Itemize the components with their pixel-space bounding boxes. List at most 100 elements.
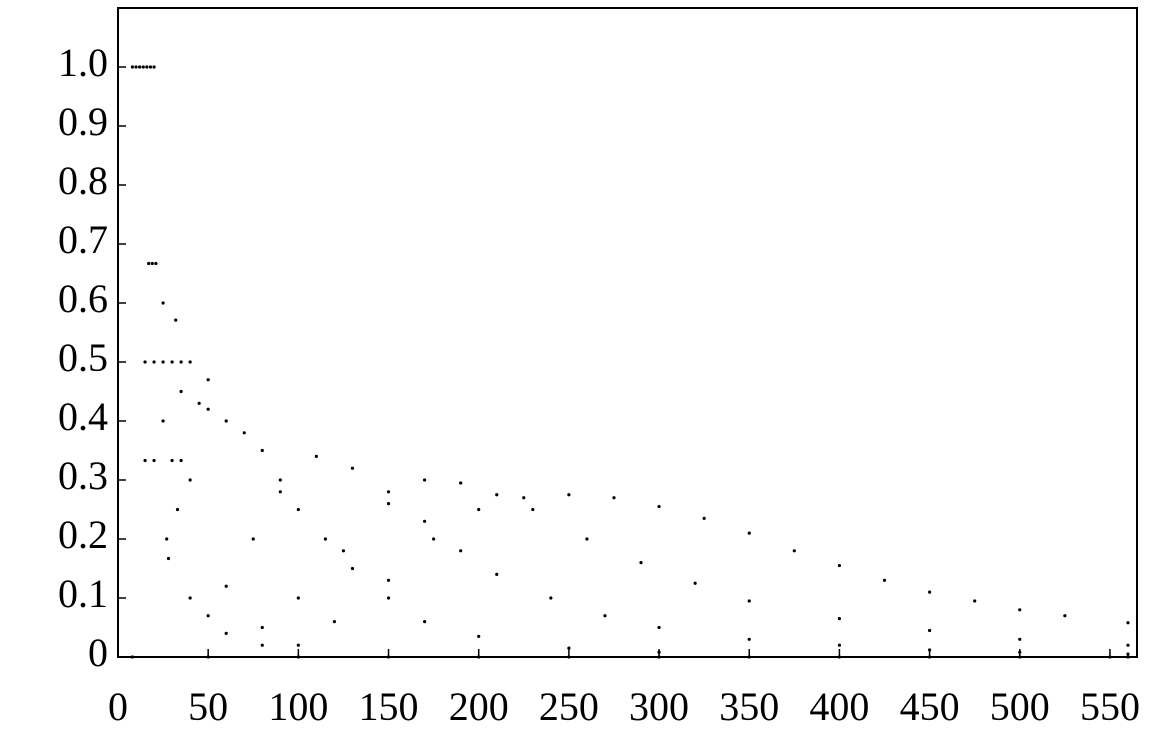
point	[747, 637, 751, 641]
y-tick-label: 0.5	[58, 335, 108, 380]
x-tick-label: 450	[900, 684, 960, 729]
point	[206, 655, 210, 659]
point	[206, 378, 210, 382]
point	[138, 65, 142, 69]
y-tick-label: 0.1	[58, 571, 108, 616]
point	[296, 596, 300, 600]
point	[251, 537, 255, 541]
point	[423, 620, 427, 624]
point	[423, 478, 427, 482]
point	[134, 65, 138, 69]
point	[459, 481, 463, 485]
point	[477, 507, 481, 512]
point	[657, 650, 661, 654]
point	[161, 419, 165, 423]
x-tick-label: 350	[719, 684, 779, 729]
point	[314, 454, 318, 458]
point	[477, 634, 481, 638]
point	[166, 556, 171, 561]
point	[150, 261, 154, 266]
x-tick-label: 150	[359, 684, 419, 729]
x-tick-label: 50	[188, 684, 228, 729]
point	[145, 65, 149, 69]
point	[495, 493, 499, 497]
point	[161, 301, 165, 305]
point	[148, 65, 153, 69]
point	[278, 490, 282, 494]
point	[260, 448, 264, 453]
point	[350, 566, 355, 571]
point	[837, 655, 842, 659]
point	[141, 65, 145, 69]
point	[1108, 655, 1112, 659]
plot-frame	[117, 7, 1138, 658]
point	[927, 628, 932, 633]
point	[188, 596, 192, 600]
point	[170, 458, 174, 463]
point	[612, 496, 616, 500]
x-tick-label: 400	[809, 684, 869, 729]
y-tick-label: 0.9	[58, 99, 108, 144]
point	[1126, 652, 1130, 656]
point	[747, 655, 751, 659]
point	[837, 563, 842, 568]
point	[693, 581, 697, 585]
point	[747, 599, 751, 603]
point	[1126, 621, 1130, 625]
point	[147, 261, 151, 266]
point	[882, 578, 887, 582]
point	[206, 614, 210, 618]
point	[260, 625, 264, 630]
point	[386, 596, 391, 600]
point	[1018, 637, 1022, 641]
point	[1126, 643, 1130, 647]
point	[154, 261, 158, 266]
point	[1018, 655, 1022, 659]
point	[296, 655, 300, 659]
point	[702, 516, 706, 520]
point	[386, 578, 391, 582]
point	[792, 549, 796, 553]
y-tick-label: 0.4	[58, 394, 108, 439]
y-tick-label: 0	[88, 630, 108, 675]
point	[175, 507, 180, 512]
x-tick-label: 300	[629, 684, 689, 729]
point	[1126, 655, 1130, 659]
point	[143, 360, 147, 364]
point	[927, 655, 932, 659]
point	[174, 318, 178, 322]
point	[179, 389, 183, 394]
point	[224, 419, 228, 423]
x-tick-label: 0	[108, 684, 128, 729]
point	[179, 360, 183, 364]
point	[657, 655, 661, 659]
point	[386, 655, 391, 659]
point	[152, 458, 156, 463]
point	[332, 620, 337, 624]
point	[657, 504, 661, 509]
point	[549, 596, 553, 600]
point	[585, 537, 589, 541]
y-tick-label: 0.3	[58, 453, 108, 498]
point	[567, 646, 571, 650]
point	[143, 458, 147, 463]
point	[639, 561, 643, 565]
point	[973, 599, 977, 603]
point	[296, 643, 300, 647]
point	[224, 631, 228, 636]
y-tick-label: 0.7	[58, 217, 108, 262]
point	[386, 502, 391, 506]
point	[927, 648, 932, 652]
point	[1018, 608, 1022, 612]
y-tick-label: 0.6	[58, 276, 108, 321]
point	[260, 643, 264, 647]
point	[161, 360, 165, 364]
point	[837, 643, 842, 647]
point	[477, 655, 481, 659]
point	[130, 65, 135, 69]
point	[170, 360, 174, 364]
point	[152, 360, 156, 364]
point	[567, 655, 571, 659]
point	[747, 531, 751, 535]
point	[165, 537, 169, 541]
